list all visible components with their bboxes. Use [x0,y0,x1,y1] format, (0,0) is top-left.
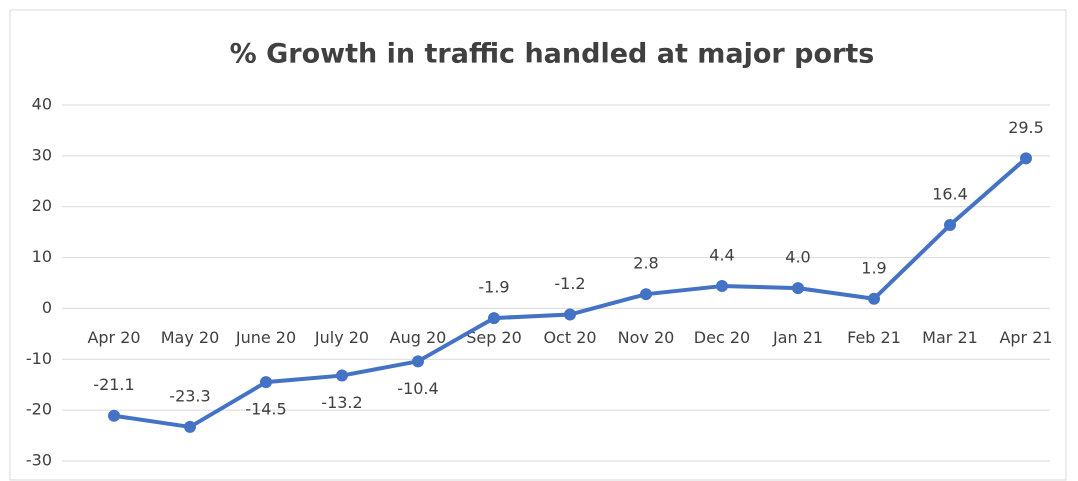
x-tick-label: June 20 [235,328,296,347]
point [1020,152,1032,165]
chart-border [9,9,1067,481]
x-tick-label: Apr 21 [999,328,1052,347]
point [336,369,348,382]
x-tick-label: Sep 20 [466,328,522,347]
data-label: -21.1 [93,375,134,394]
point [868,292,880,305]
point [640,288,652,301]
x-tick-label: Oct 20 [543,328,596,347]
point [260,376,272,389]
data-label: 1.9 [861,258,886,277]
data-label: 16.4 [932,185,968,204]
point [792,282,804,295]
x-tick-label: Dec 20 [694,328,750,347]
data-label: -23.3 [169,386,210,405]
x-tick-label: Feb 21 [847,328,901,347]
y-tick-label: 20 [32,196,52,215]
data-label: -14.5 [245,400,286,419]
x-tick-label: July 20 [314,328,369,347]
point [412,355,424,368]
y-tick-label: -30 [26,451,52,470]
x-tick-label: Jan 21 [772,328,823,347]
point [184,420,196,433]
chart-title: % Growth in traffic handled at major por… [230,39,875,70]
data-label: 2.8 [633,254,658,273]
y-tick-label: 30 [32,145,52,164]
x-tick-label: May 20 [161,328,220,347]
data-label: -13.2 [321,393,362,412]
point [716,280,728,293]
y-tick-label: 40 [32,95,52,114]
x-tick-label: Apr 20 [87,328,140,347]
y-tick-label: -10 [26,349,52,368]
data-label: 4.4 [709,246,734,265]
x-tick-label: Mar 21 [922,328,978,347]
point [564,308,576,321]
data-label: -10.4 [397,379,438,398]
x-tick-label: Aug 20 [390,328,447,347]
point [944,219,956,232]
y-tick-label: 10 [32,247,52,266]
data-label: -1.2 [554,274,585,293]
point [488,312,500,325]
data-label: 4.0 [785,248,810,267]
x-tick-label: Nov 20 [618,328,675,347]
point [108,409,120,422]
y-tick-label: -20 [26,400,52,419]
data-label: -1.9 [478,278,509,297]
y-tick-label: 0 [42,298,52,317]
data-label: 29.5 [1008,118,1044,137]
